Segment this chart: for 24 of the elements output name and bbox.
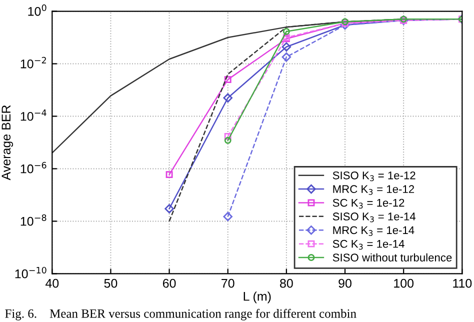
legend-label: SISO without turbulence [332,253,452,262]
y-tick-label: 10$^{−2}$ [20,56,46,68]
y-axis-title: Average BER [2,105,14,180]
x-tick-label: 80 [280,278,293,288]
legend-label: SISO K$_{3}$ = 1e-14 [332,212,416,222]
x-tick-label: 110 [453,278,472,288]
x-tick-label: 60 [162,278,176,288]
legend-label: SISO K$_{3}$ = 1e-12 [332,171,416,182]
x-tick-label: 70 [222,278,234,288]
legend-label: MRC K$_{3}$ = 1e-12 [333,185,414,195]
caption: Fig. 6. Mean BER versus communication range for different combin [5,308,356,320]
y-tick-label: 10$^{−8}$ [20,214,46,226]
x-axis-title: L (m) [244,292,271,304]
y-tick-label: 10$^{−10}$ [15,266,46,278]
y-tick-label: 10$^{−6}$ [20,162,46,174]
x-tick-label: 40 [45,278,59,288]
y-tick-label: 10$^{−4}$ [20,110,46,121]
legend-label: SC K$_{3}$ = 1e-12 [332,198,404,209]
legend-label: MRC K$_{3}$ = 1e-14 [333,226,414,236]
legend-label: SC K$_{3}$ = 1e-14 [332,240,404,250]
y-tick-label: 10$^{0}$ [28,4,46,16]
x-tick-label: 50 [104,278,118,288]
x-tick-label: 100 [394,278,414,288]
x-tick-label: 90 [338,278,352,288]
